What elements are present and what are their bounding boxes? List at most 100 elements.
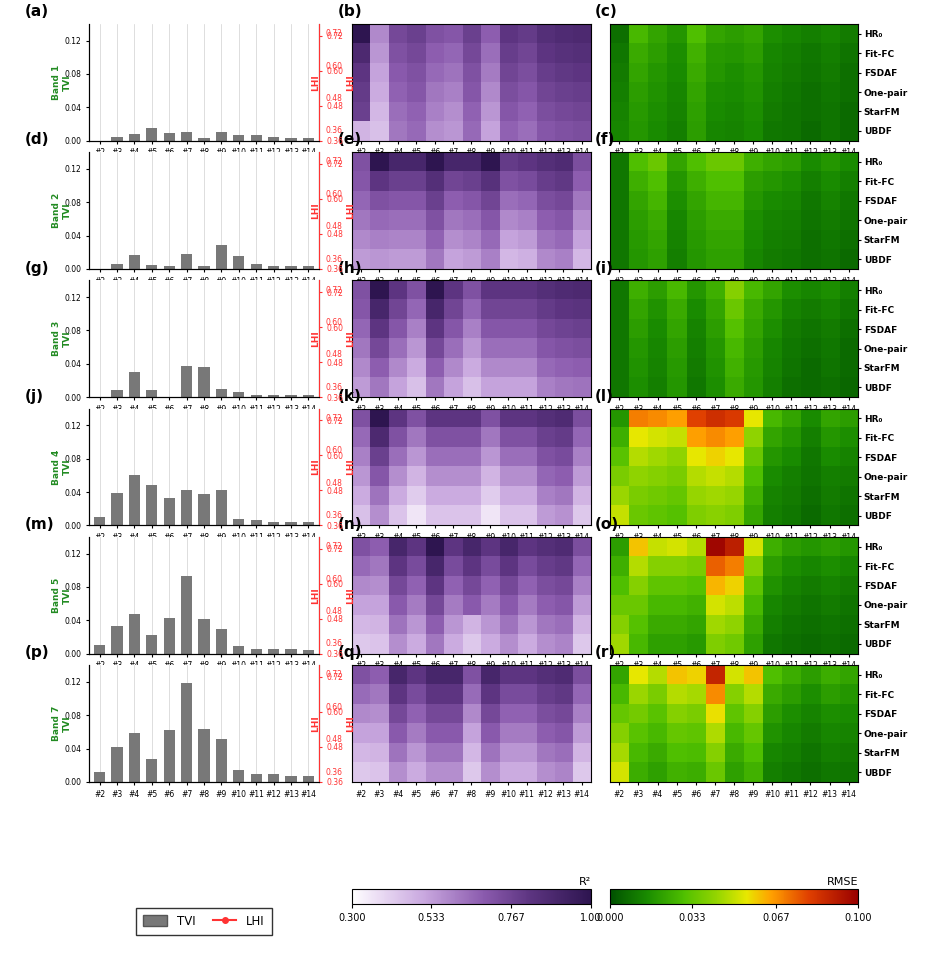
Text: 0.60: 0.60 — [325, 574, 342, 584]
Bar — [181, 490, 192, 525]
Text: (d): (d) — [24, 132, 50, 147]
Bar — [268, 138, 280, 141]
Bar — [216, 245, 227, 269]
Text: (n): (n) — [338, 517, 362, 532]
Bar — [112, 264, 123, 269]
Bar — [94, 772, 105, 782]
Text: 0.60: 0.60 — [325, 318, 342, 327]
Y-axis label: LHI: LHI — [346, 458, 356, 476]
Text: (e): (e) — [338, 132, 361, 147]
Bar — [94, 645, 105, 654]
Text: (c): (c) — [595, 4, 617, 19]
Bar — [198, 138, 210, 141]
Y-axis label: Band 4
TVI: Band 4 TVI — [52, 450, 71, 484]
Bar — [163, 498, 174, 525]
Bar — [285, 395, 296, 397]
Bar — [129, 134, 140, 141]
Bar — [163, 730, 174, 782]
Bar — [181, 576, 192, 654]
Bar — [129, 372, 140, 397]
Bar — [303, 138, 314, 141]
Text: 0.36: 0.36 — [325, 383, 342, 392]
Text: 0.60: 0.60 — [325, 702, 342, 712]
Text: 0.60: 0.60 — [325, 61, 342, 71]
Y-axis label: LHI: LHI — [346, 715, 356, 732]
Text: 0.48: 0.48 — [325, 607, 342, 616]
Bar — [129, 476, 140, 525]
Bar — [146, 485, 158, 525]
Text: 0.48: 0.48 — [325, 478, 342, 488]
Text: 0.36: 0.36 — [325, 639, 342, 649]
Bar — [268, 523, 280, 525]
Bar — [234, 519, 245, 525]
Text: RMSE: RMSE — [826, 877, 858, 887]
Text: (f): (f) — [595, 132, 615, 147]
Bar — [146, 759, 158, 782]
Y-axis label: Band 5
TVI: Band 5 TVI — [52, 578, 71, 612]
Bar — [268, 650, 280, 654]
Bar — [198, 729, 210, 782]
Y-axis label: LHI: LHI — [346, 74, 356, 91]
Bar — [163, 266, 174, 269]
Bar — [234, 646, 245, 654]
Bar — [129, 613, 140, 654]
Text: (m): (m) — [24, 517, 54, 532]
Bar — [163, 618, 174, 654]
Bar — [250, 394, 262, 397]
Y-axis label: Band 3
TVI: Band 3 TVI — [52, 322, 71, 356]
Bar — [112, 746, 123, 782]
Bar — [303, 776, 314, 782]
Text: 0.60: 0.60 — [325, 189, 342, 199]
Bar — [234, 256, 245, 269]
Bar — [146, 265, 158, 269]
Bar — [198, 619, 210, 654]
Bar — [112, 626, 123, 654]
Y-axis label: Band 1
TVI: Band 1 TVI — [52, 65, 71, 100]
Bar — [112, 389, 123, 397]
Bar — [285, 523, 296, 525]
Bar — [198, 367, 210, 397]
Text: 0.36: 0.36 — [325, 768, 342, 777]
Bar — [216, 490, 227, 525]
Text: (o): (o) — [595, 517, 619, 532]
Bar — [198, 266, 210, 269]
Bar — [181, 683, 192, 782]
Y-axis label: LHI: LHI — [346, 330, 356, 347]
Bar — [250, 135, 262, 141]
Bar — [216, 739, 227, 782]
Text: 0.36: 0.36 — [325, 511, 342, 521]
Bar — [250, 773, 262, 782]
Text: (a): (a) — [24, 4, 49, 19]
Bar — [163, 133, 174, 141]
Bar — [303, 651, 314, 654]
Bar — [181, 254, 192, 269]
Bar — [268, 266, 280, 269]
Text: 0.72: 0.72 — [325, 413, 342, 423]
Text: 0.72: 0.72 — [325, 670, 342, 679]
Text: R²: R² — [579, 877, 591, 887]
Bar — [250, 264, 262, 269]
Text: 0.72: 0.72 — [325, 29, 342, 38]
Text: LHI: LHI — [311, 458, 321, 476]
Text: 0.48: 0.48 — [325, 350, 342, 360]
Bar — [216, 131, 227, 141]
Bar — [198, 494, 210, 525]
Text: (r): (r) — [595, 645, 616, 660]
Bar — [234, 135, 245, 141]
Bar — [112, 137, 123, 141]
Text: (i): (i) — [595, 260, 613, 276]
Bar — [268, 773, 280, 782]
Bar — [250, 650, 262, 654]
Bar — [234, 770, 245, 782]
Text: 0.48: 0.48 — [325, 94, 342, 103]
Bar — [285, 266, 296, 269]
Text: 0.48: 0.48 — [325, 735, 342, 745]
Text: 0.72: 0.72 — [325, 285, 342, 295]
Y-axis label: Band 2
TVI: Band 2 TVI — [52, 193, 71, 228]
Text: (p): (p) — [24, 645, 50, 660]
Text: (h): (h) — [338, 260, 362, 276]
Bar — [285, 776, 296, 782]
Bar — [146, 635, 158, 654]
Bar — [146, 128, 158, 141]
Text: 0.36: 0.36 — [325, 255, 342, 264]
